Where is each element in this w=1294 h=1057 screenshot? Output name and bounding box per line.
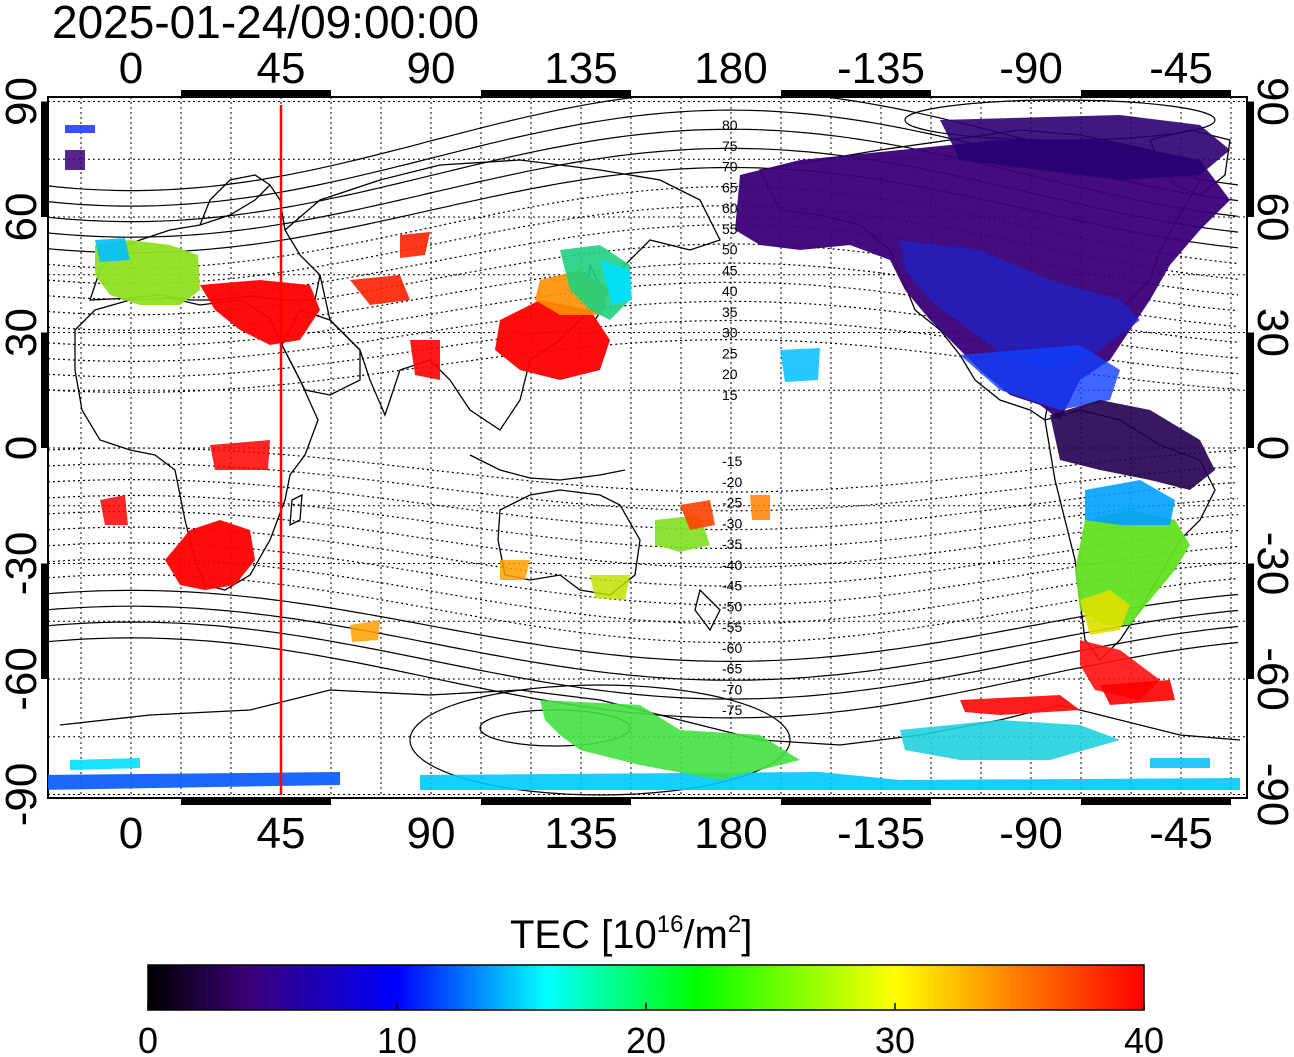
magnetic-lat-label: 15 [722, 387, 738, 403]
magnetic-lat-label: 30 [722, 325, 738, 341]
lon-tick-bottom: -135 [837, 809, 925, 858]
colorbar: TEC [1016/m2] 0 10 20 30 40 [138, 911, 1164, 1057]
magnetic-lat-label: 45 [722, 262, 738, 278]
magnetic-lat-label: 55 [722, 221, 738, 237]
lat-tick-right: -90 [1248, 763, 1294, 827]
magnetic-lat-label: -35 [722, 536, 742, 552]
lat-tick-right: 30 [1248, 308, 1294, 357]
lon-tick-bottom: 0 [119, 809, 143, 858]
lat-tick-right: 60 [1248, 193, 1294, 242]
lon-tick-top: 90 [407, 44, 456, 93]
magnetic-lat-label: 70 [722, 159, 738, 175]
magnetic-lat-label: -60 [722, 640, 742, 656]
magnetic-lat-label: -55 [722, 619, 742, 635]
lon-tick-bottom: 90 [407, 809, 456, 858]
colorbar-tick-label: 30 [875, 1020, 915, 1057]
magnetic-lat-label: 40 [722, 283, 738, 299]
magnetic-lat-label: -30 [722, 515, 742, 531]
magnetic-latitude-labels: 80 75 70 65 60 55 50 45 40 35 30 25 20 15 -15 -20 -25 -30… [722, 117, 742, 718]
lon-tick-bottom: 135 [544, 809, 617, 858]
colorbar-tick-label: 10 [377, 1020, 417, 1057]
tec-region-middle-east [200, 280, 320, 345]
magnetic-lat-label: -45 [722, 578, 742, 594]
lon-tick-top: 45 [257, 44, 306, 93]
colorbar-tick-label: 20 [626, 1020, 666, 1057]
magnetic-lat-label: -70 [722, 681, 742, 697]
lat-tick-left: 90 [0, 77, 46, 126]
magnetic-lat-label: 80 [722, 117, 738, 133]
tec-region-southern-africa [165, 520, 255, 590]
lat-tick-right: -60 [1248, 647, 1294, 711]
lat-tick-left: -60 [0, 647, 46, 711]
lon-tick-top: -90 [999, 44, 1063, 93]
map-tick-labels: 0 45 90 135 180 -135 -90 -450 45 90 135 180 -135 -90-… [0, 44, 1294, 858]
lon-tick-bottom: -45 [1149, 809, 1213, 858]
magnetic-lat-label: 65 [722, 179, 738, 195]
magnetic-lat-label: 25 [722, 345, 738, 361]
tec-region-east-asia [495, 300, 610, 380]
lat-tick-left: 0 [0, 436, 46, 460]
magnetic-lat-label: -50 [722, 598, 742, 614]
lon-tick-bottom: 45 [257, 809, 306, 858]
lat-tick-left: 30 [0, 308, 46, 357]
tec-data-overlay [48, 115, 1240, 790]
lat-tick-right: 0 [1248, 436, 1294, 460]
tec-region-antarctica [48, 772, 340, 790]
magnetic-lat-label: 20 [722, 366, 738, 382]
lat-tick-left: -90 [0, 763, 46, 827]
lon-tick-bottom: -90 [999, 809, 1063, 858]
magnetic-lat-label: -25 [722, 495, 742, 511]
lon-tick-top: 0 [119, 44, 143, 93]
lon-tick-top: 180 [694, 44, 767, 93]
magnetic-lat-label: -75 [722, 702, 742, 718]
colorbar-ticks: 0 10 20 30 40 [138, 1003, 1164, 1057]
magnetic-lat-label: -40 [722, 557, 742, 573]
lon-tick-top: 135 [544, 44, 617, 93]
map-timestamp: 2025-01-24/09:00:00 [52, 0, 480, 48]
lat-tick-right: -30 [1248, 532, 1294, 596]
lat-tick-left: 60 [0, 193, 46, 242]
magnetic-lat-label: -15 [722, 453, 742, 469]
lat-tick-left: -30 [0, 532, 46, 596]
magnetic-lat-label: 50 [722, 242, 738, 258]
colorbar-tick-label: 40 [1124, 1020, 1164, 1057]
magnetic-lat-label: -20 [722, 474, 742, 490]
magnetic-lat-label: 60 [722, 200, 738, 216]
colorbar-title: TEC [1016/m2] [510, 911, 752, 957]
lon-tick-top: -135 [837, 44, 925, 93]
magnetic-lat-label: -65 [722, 661, 742, 677]
colorbar-tick-label: 0 [138, 1020, 158, 1057]
lat-tick-right: 90 [1248, 77, 1294, 126]
map-border-bars [41, 90, 1254, 805]
lon-tick-top: -45 [1149, 44, 1213, 93]
lon-tick-bottom: 180 [694, 809, 767, 858]
magnetic-lat-label: 35 [722, 304, 738, 320]
magnetic-lat-label: 75 [722, 138, 738, 154]
